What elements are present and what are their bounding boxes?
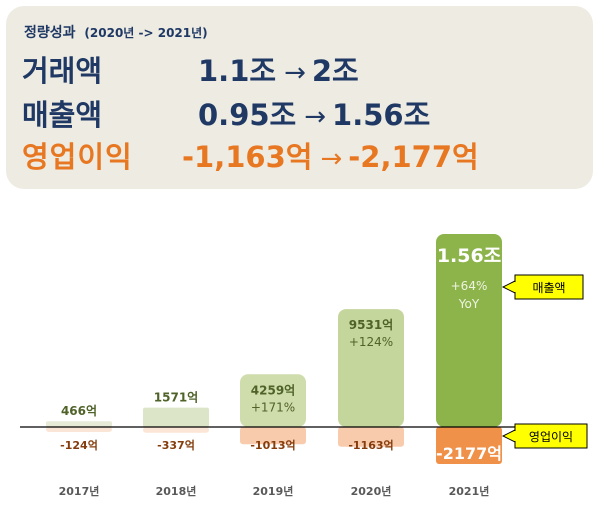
revenue-growth-label: +171% xyxy=(251,400,295,414)
operating-profit-data-label: -1013억 xyxy=(250,439,295,452)
operating-profit-data-label: -124억 xyxy=(60,439,98,452)
row-values: 0.95조 → 1.56조 xyxy=(198,92,430,134)
row-to: 1.56조 xyxy=(332,98,431,132)
operating-profit-bar xyxy=(338,427,404,447)
category-axis-label: 2019년 xyxy=(253,484,294,498)
operating-profit-bar xyxy=(436,427,502,464)
revenue-yoy-label: YoY xyxy=(458,297,480,311)
revenue-bar xyxy=(143,407,209,427)
arrow-icon: → xyxy=(284,58,306,88)
operating-profit-bar xyxy=(240,427,306,445)
category-axis-label: 2021년 xyxy=(449,484,490,498)
revenue-tag-label: 매출액 xyxy=(532,281,565,295)
operating-profit-data-label: -337억 xyxy=(157,439,195,452)
summary-title-text: 정량성과 xyxy=(24,25,76,41)
row-from: 0.95조 xyxy=(198,98,297,132)
revenue-tag-box xyxy=(514,274,584,300)
category-axis-label: 2017년 xyxy=(59,484,100,498)
row-label: 매출액 xyxy=(22,98,103,132)
operating-profit-bar xyxy=(143,427,209,433)
row-label: 영업이익 xyxy=(22,140,133,174)
summary-panel: 정량성과 (2020년 -> 2021년) 거래액 1.1조 → 2조 매출액 0.… xyxy=(6,6,593,189)
category-axis-label: 2018년 xyxy=(156,484,197,498)
revenue-bar xyxy=(240,374,306,427)
row-label: 거래액 xyxy=(22,54,103,88)
operating-profit-data-label: -2177억 xyxy=(436,444,502,463)
row-from: -1,163억 xyxy=(182,140,313,174)
row-to: -2,177억 xyxy=(348,140,479,174)
row-from: 1.1조 xyxy=(198,54,277,88)
revenue-bar xyxy=(338,309,404,427)
arrow-icon: → xyxy=(304,102,327,132)
operating-profit-data-label: -1163억 xyxy=(348,439,393,452)
row-values: -1,163억 → -2,177억 xyxy=(182,134,479,176)
summary-title: 정량성과 (2020년 -> 2021년) xyxy=(24,22,208,42)
operating-profit-tag-label: 영업이익 xyxy=(529,430,573,444)
revenue-data-label: 9531억 xyxy=(349,318,393,332)
revenue-bar xyxy=(46,421,112,427)
revenue-growth-label: +64% xyxy=(451,279,488,293)
operating-profit-bar xyxy=(46,427,112,432)
arrow-icon: → xyxy=(320,144,343,174)
revenue-growth-label: +124% xyxy=(349,335,393,349)
revenue-data-label: 1571억 xyxy=(154,391,198,405)
row-to: 2조 xyxy=(311,54,359,88)
category-axis-label: 2020년 xyxy=(351,484,392,498)
operating-profit-tag-box xyxy=(514,423,588,449)
revenue-tag-pointer xyxy=(501,280,516,294)
revenue-bar xyxy=(436,234,502,427)
revenue-data-label: 466억 xyxy=(61,404,97,418)
revenue-data-label: 4259억 xyxy=(251,383,295,397)
summary-range: (2020년 -> 2021년) xyxy=(84,26,208,40)
operating-profit-tag-pointer xyxy=(501,429,516,443)
bar-chart: 466억 1571억 4259억 +171% 9531억 +124% 1.56조 +64% Yo… xyxy=(20,234,588,498)
row-values: 1.1조 → 2조 xyxy=(198,48,359,90)
revenue-data-label: 1.56조 xyxy=(437,245,501,267)
